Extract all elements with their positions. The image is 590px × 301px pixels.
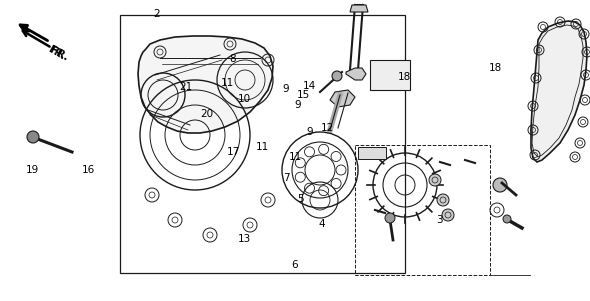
Text: 7: 7 [283,172,290,183]
Text: 5: 5 [297,194,304,204]
Text: 9: 9 [294,100,301,110]
Text: 16: 16 [82,165,95,175]
Text: 12: 12 [321,123,334,133]
Circle shape [429,174,441,186]
Text: FR.: FR. [46,44,67,62]
Circle shape [332,71,342,81]
Text: 15: 15 [297,90,310,100]
Text: 17: 17 [227,147,240,157]
Text: 3: 3 [436,215,443,225]
Circle shape [442,209,454,221]
Text: 18: 18 [489,63,502,73]
Circle shape [493,178,507,192]
Text: 11: 11 [256,142,269,153]
Polygon shape [346,68,366,80]
Text: 6: 6 [291,260,299,270]
Text: 14: 14 [303,81,316,91]
Text: 2: 2 [153,8,160,19]
Polygon shape [531,21,587,162]
Text: FR.: FR. [48,45,70,63]
Text: 8: 8 [230,54,237,64]
Text: 11: 11 [289,151,301,162]
Text: 9: 9 [306,127,313,138]
Text: 19: 19 [26,165,39,175]
Text: 13: 13 [238,234,251,244]
Text: 10: 10 [238,94,251,104]
Bar [358,147,386,159]
Bar [370,60,410,90]
Text: 4: 4 [318,219,325,229]
Text: 11: 11 [221,78,234,88]
Text: 18: 18 [398,72,411,82]
Circle shape [503,215,511,223]
Circle shape [27,131,39,143]
Bar [120,15,405,273]
Text: 9: 9 [283,84,290,94]
Text: 21: 21 [179,82,192,92]
Polygon shape [138,36,273,133]
Polygon shape [330,90,355,107]
Circle shape [437,194,449,206]
Polygon shape [350,5,368,12]
Text: 20: 20 [200,109,213,119]
Bar [355,145,490,275]
Circle shape [385,213,395,223]
